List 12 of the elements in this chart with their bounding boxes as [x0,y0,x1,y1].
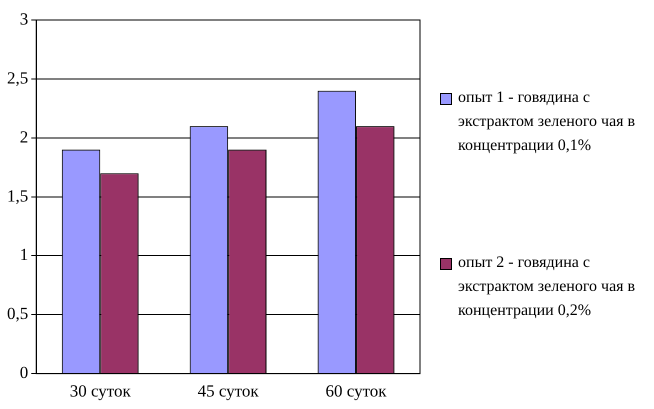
legend-label: опыт 2 - говядина с экстрактом зеленого чая в концентрации 0,2% [458,252,636,321]
y-tick-label: 1,5 [7,186,28,206]
y-tick-label: 0,5 [7,304,28,324]
legend-label: опыт 1 - говядина с экстрактом зеленого чая в концентрации 0,1% [458,88,636,156]
y-tick-label: 3 [20,9,28,28]
y-tick-label: 0 [20,363,28,382]
x-tick-label: 60 суток [326,381,388,400]
y-tick-label: 1 [20,245,28,264]
x-tick-label: 30 суток [70,381,132,400]
y-tick-label: 2,5 [7,68,28,88]
y-tick-label: 2 [20,127,28,146]
x-tick-label: 45 суток [198,381,260,400]
